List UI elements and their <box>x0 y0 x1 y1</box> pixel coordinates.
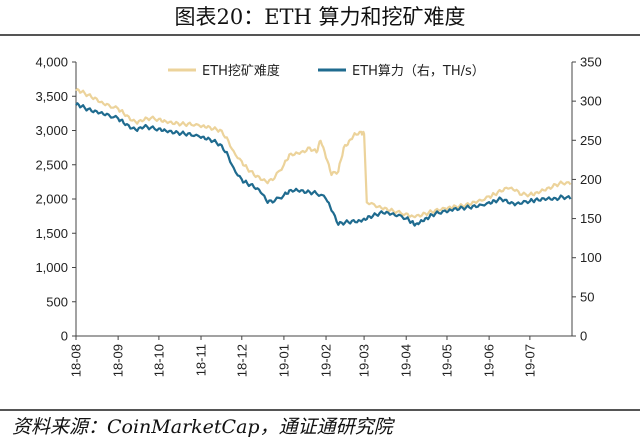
series-lines <box>75 88 572 227</box>
difficulty-line <box>75 88 572 219</box>
left-tick-label: 1,500 <box>35 226 68 241</box>
right-tick-label: 150 <box>580 211 602 226</box>
x-tick-label: 18-09 <box>111 344 126 377</box>
x-tick-label: 19-02 <box>319 344 334 377</box>
left-tick-label: 2,500 <box>35 157 68 172</box>
x-tick-label: 19-01 <box>276 344 291 377</box>
hashrate-line <box>75 102 572 227</box>
x-tick-label: 19-05 <box>439 344 454 377</box>
left-tick-label: 1,000 <box>35 260 68 275</box>
x-tick-label: 18-10 <box>151 344 166 377</box>
left-tick-label: 4,000 <box>35 55 68 70</box>
right-tick-label: 350 <box>580 55 602 70</box>
x-tick-label: 18-11 <box>194 344 209 376</box>
right-tick-label: 50 <box>580 289 594 304</box>
right-tick-label: 300 <box>580 94 602 109</box>
right-tick-label: 0 <box>580 329 587 344</box>
right-tick-label: 100 <box>580 250 602 265</box>
legend-label-hashrate: ETH算力（右，TH/s） <box>352 64 485 79</box>
x-tick-label: 19-03 <box>357 344 372 377</box>
right-axis-ticks: 0 50 100 150 200 250 300 350 <box>572 55 602 344</box>
left-tick-label: 0 <box>61 329 68 344</box>
title-divider <box>0 34 640 36</box>
chart-legend: ETH挖矿难度 ETH算力（右，TH/s） <box>168 63 485 79</box>
right-tick-label: 250 <box>580 133 602 148</box>
x-axis-ticks: 18-08 18-09 18-10 18-11 18-12 19-01 19-02 19-03… <box>69 336 537 377</box>
legend-label-difficulty: ETH挖矿难度 <box>202 63 280 79</box>
left-axis-ticks: 0 500 1,000 1,500 2,000 2,500 3,000 3,500 4,000 <box>35 55 76 344</box>
x-tick-label: 19-06 <box>482 344 497 377</box>
x-tick-label: 19-07 <box>522 344 537 377</box>
left-tick-label: 2,000 <box>35 192 68 207</box>
x-tick-label: 19-04 <box>399 344 414 377</box>
left-tick-label: 3,500 <box>35 89 68 104</box>
eth-chart: 05001,0001,5002,0002,5003,0003,5004,000 … <box>35 55 602 378</box>
page-title: 图表20：ETH 算力和挖矿难度 <box>174 5 466 29</box>
left-tick-label: 500 <box>46 294 68 309</box>
left-tick-label: 3,000 <box>35 123 68 138</box>
x-tick-label: 18-08 <box>69 344 84 377</box>
source-divider <box>0 409 640 411</box>
x-tick-label: 18-12 <box>234 344 249 377</box>
right-tick-label: 200 <box>580 172 602 187</box>
source-note: 资料来源：CoinMarketCap，通证通研究院 <box>12 416 393 438</box>
